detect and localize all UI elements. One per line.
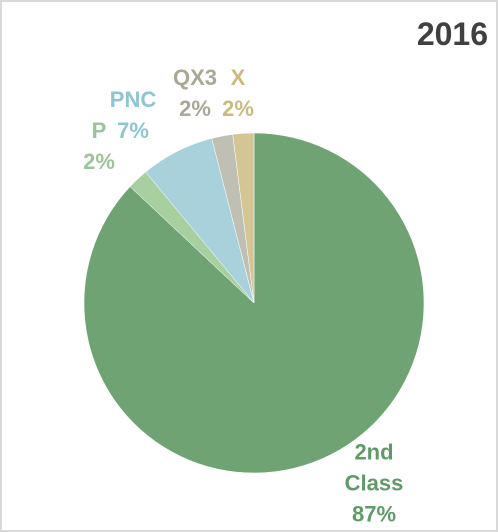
slice-label: P 2%	[79, 115, 119, 177]
slice-label: X 2%	[218, 62, 258, 124]
slice-label: QX3 2%	[165, 62, 225, 124]
value-label: 2%	[179, 96, 211, 121]
pie-slice	[232, 132, 255, 304]
chart-title: 2016	[416, 16, 488, 52]
value-label: 2%	[83, 149, 115, 174]
category-label: PNC	[109, 87, 157, 112]
category-label: QX3	[172, 65, 218, 90]
category-label: X	[230, 65, 246, 90]
category-label: 2nd Class	[344, 439, 404, 496]
category-label: P	[91, 118, 107, 143]
value-label: 87%	[351, 501, 397, 527]
slice-label: 2nd Class 87%	[339, 437, 409, 530]
slice-label: PNC 7%	[103, 84, 163, 146]
pie-slice	[83, 132, 425, 474]
value-label: 7%	[117, 118, 149, 143]
value-label: 2%	[222, 96, 254, 121]
